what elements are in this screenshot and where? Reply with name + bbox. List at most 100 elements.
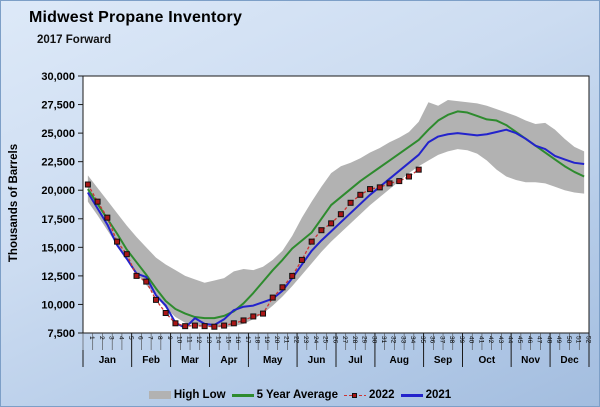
marker-2022 [357,191,364,198]
week-label: 25 [322,336,329,344]
legend: High Low 5 Year Average 2022 2021 [1,389,599,401]
week-label: 17 [244,336,251,344]
week-label: 31 [380,336,387,344]
legend-item-2022: 2022 [343,389,395,401]
marker-2022 [230,320,237,327]
month-label: Mar [181,355,199,366]
marker-2022 [240,317,247,324]
month-label: Apr [220,355,237,366]
week-label: 24 [312,336,319,344]
week-label: 6 [137,336,144,340]
week-label: 48 [545,336,552,344]
week-label: 19 [263,336,270,344]
week-label: 47 [536,336,543,344]
month-label: Oct [478,355,495,366]
week-label: 14 [215,336,222,344]
week-label: 46 [526,336,533,344]
week-label: 5 [127,336,134,340]
marker-2022 [405,173,412,180]
marker-2022 [221,322,228,329]
week-label: 39 [458,336,465,344]
legend-label-high-low: High Low [173,389,226,401]
marker-2022 [347,199,354,206]
y-tick-label: 30,000 [41,71,75,83]
high-low-swatch [148,391,171,399]
y-tick-label: 17,500 [41,214,75,226]
month-label: Jun [308,355,326,366]
legend-label-2021: 2021 [425,389,452,401]
marker-2022 [298,256,305,263]
marker-2022 [114,238,121,245]
week-label: 30 [370,336,377,344]
week-label: 45 [516,336,523,344]
y-tick-label: 22,500 [41,157,75,169]
marker-2022 [84,181,91,188]
month-label: Jan [99,355,116,366]
week-label: 35 [419,336,426,344]
week-label: 36 [429,336,436,344]
week-label: 52 [584,336,591,344]
month-label: Nov [521,355,540,366]
marker-2022 [328,220,335,227]
marker-2022 [260,310,267,317]
week-label: 12 [195,336,202,344]
week-label: 2 [98,336,105,340]
marker-2022 [376,184,383,191]
legend-label-2022: 2022 [368,389,395,401]
week-label: 15 [224,336,231,344]
week-label: 9 [166,336,173,340]
marker-2022 [250,313,257,320]
swatch-2021 [400,393,423,397]
marker-2022 [318,227,325,234]
markers-2022 [84,166,422,330]
week-label: 4 [117,336,124,340]
week-label: 28 [351,336,358,344]
week-label: 37 [438,336,445,344]
week-label: 18 [253,336,260,344]
legend-item-2021: 2021 [400,389,452,401]
marker-2022 [201,323,208,330]
week-label: 27 [341,336,348,344]
y-tick-label: 7,500 [47,328,75,340]
week-label: 26 [331,336,338,344]
marker-2022 [279,284,286,291]
square-marker-icon [351,392,357,398]
week-label: 29 [361,336,368,344]
marker-2022 [104,214,111,221]
marker-2022 [415,166,422,173]
week-label: 42 [487,336,494,344]
marker-2022 [133,272,140,279]
week-label: 34 [409,336,416,344]
week-label: 20 [273,336,280,344]
month-label: Dec [560,355,579,366]
marker-2022 [191,322,198,329]
marker-2022 [182,323,189,330]
legend-item-high-low: High Low [148,389,226,401]
week-label: 40 [468,336,475,344]
marker-2022 [211,323,218,330]
legend-label-5yr-average: 5 Year Average [256,389,338,401]
marker-2022 [269,294,276,301]
month-label: Feb [142,355,160,366]
week-label: 11 [185,336,192,343]
month-label: Sep [434,355,452,366]
marker-2022 [396,178,403,185]
marker-2022 [386,180,393,187]
marker-2022 [289,272,296,279]
week-label: 16 [234,336,241,344]
x-axis: 1 2 3 4 5 6 7 8 9 10 11 12 13 14 15 16 17 18 19 20 21 22 23 24 2… [82,333,591,350]
marker-2022 [94,198,101,205]
marker-2022 [143,278,150,285]
marker-2022 [152,296,159,303]
month-label: Jul [348,355,363,366]
marker-2022 [337,211,344,218]
marker-2022 [367,186,374,193]
week-label: 23 [302,336,309,344]
y-tick-label: 12,500 [41,271,75,283]
week-label: 22 [292,336,299,344]
week-label: 3 [108,336,115,340]
week-label: 43 [497,336,504,344]
week-label: 1 [88,336,95,340]
